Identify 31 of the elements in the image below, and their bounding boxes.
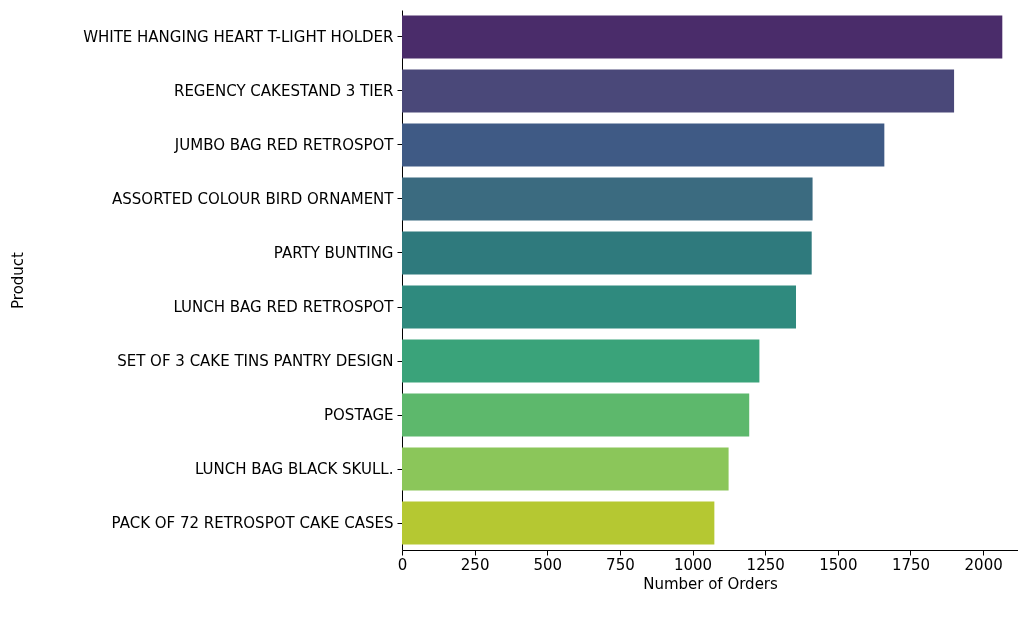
x-tick-label: 1750 xyxy=(891,555,931,574)
y-tick-label: POSTAGE xyxy=(324,406,394,424)
x-tick-label: 500 xyxy=(533,555,563,574)
y-tick-label: JUMBO BAG RED RETROSPOT xyxy=(173,136,395,154)
y-axis-title: Product xyxy=(8,251,27,309)
x-tick-label: 750 xyxy=(606,555,635,574)
bar xyxy=(402,231,812,275)
bar xyxy=(402,393,750,437)
x-tick-label: 0 xyxy=(397,555,408,574)
x-tick-label: 2000 xyxy=(964,555,1003,574)
bar xyxy=(402,69,955,113)
bar xyxy=(402,447,729,491)
y-tick-label: WHITE HANGING HEART T-LIGHT HOLDER xyxy=(83,28,394,46)
bar xyxy=(402,501,715,545)
x-tick-label: 1250 xyxy=(746,555,785,574)
x-tick-label: 250 xyxy=(460,555,490,574)
y-tick-label: ASSORTED COLOUR BIRD ORNAMENT xyxy=(112,190,395,208)
bar xyxy=(402,339,760,383)
y-tick-label: PARTY BUNTING xyxy=(273,244,394,262)
y-tick-label: LUNCH BAG RED RETROSPOT xyxy=(173,298,395,316)
x-tick-label: 1500 xyxy=(819,555,858,574)
x-axis-title: Number of Orders xyxy=(643,574,779,593)
y-tick-label: SET OF 3 CAKE TINS PANTRY DESIGN xyxy=(117,352,394,370)
bar xyxy=(402,15,1003,59)
y-tick-label: REGENCY CAKESTAND 3 TIER xyxy=(173,82,394,100)
bar xyxy=(402,177,813,221)
y-tick-label: LUNCH BAG BLACK SKULL. xyxy=(195,460,394,478)
bar xyxy=(402,123,885,167)
bar xyxy=(402,285,797,329)
y-tick-label: PACK OF 72 RETROSPOT CAKE CASES xyxy=(111,514,394,532)
x-tick-label: 1000 xyxy=(673,555,713,574)
